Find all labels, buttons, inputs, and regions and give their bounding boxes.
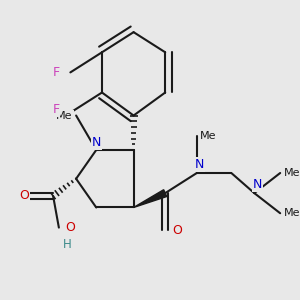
Text: N: N <box>253 178 262 191</box>
Text: H: H <box>63 238 72 251</box>
Text: Me: Me <box>56 110 73 121</box>
Text: O: O <box>65 221 75 234</box>
Text: N: N <box>195 158 204 171</box>
Text: F: F <box>52 103 60 116</box>
Text: Me: Me <box>284 208 300 218</box>
Polygon shape <box>134 190 167 208</box>
Text: F: F <box>52 66 60 79</box>
Text: O: O <box>172 224 182 237</box>
Text: O: O <box>20 190 29 202</box>
Text: Me: Me <box>200 130 217 141</box>
Text: N: N <box>92 136 101 149</box>
Text: Me: Me <box>284 168 300 178</box>
